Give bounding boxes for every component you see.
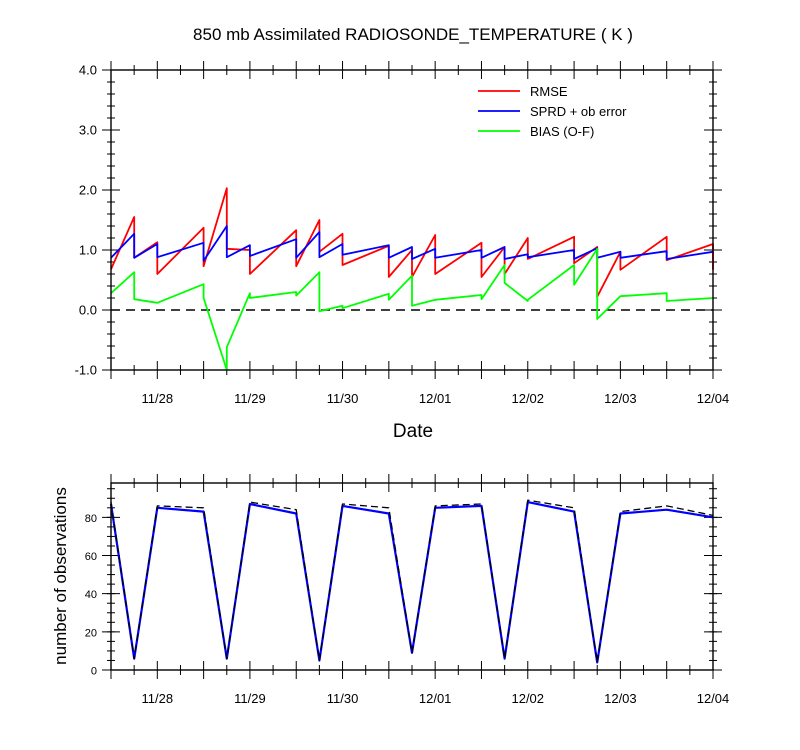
bottom-x-tick-labels: 11/28 11/29 11/30 12/01 12/02 12/03 12/04 bbox=[142, 691, 730, 706]
y-tick-label: 80 bbox=[85, 513, 97, 525]
top-plot-frame bbox=[110, 69, 714, 371]
series-line-assimilated bbox=[109, 501, 714, 664]
top-axis-ticks bbox=[102, 61, 722, 379]
x-tick-label: 12/02 bbox=[511, 391, 544, 406]
series-line-sprd-ob-error bbox=[110, 225, 714, 262]
bottom-y-tick-labels: 0 20 40 60 80 bbox=[85, 513, 97, 678]
legend: RMSE SPRD + ob error BIAS (O-F) bbox=[478, 84, 627, 139]
x-tick-label: 12/02 bbox=[511, 691, 544, 706]
x-tick-label: 12/01 bbox=[419, 391, 452, 406]
top-series-group bbox=[110, 187, 714, 371]
x-tick-label: 12/04 bbox=[697, 391, 730, 406]
bottom-series-group bbox=[109, 499, 714, 664]
y-tick-label: 20 bbox=[85, 627, 97, 639]
y-tick-label: 0 bbox=[91, 666, 97, 678]
y-tick-label: 0.0 bbox=[79, 303, 97, 318]
bottom-plot-frame bbox=[110, 482, 714, 671]
x-axis-title: Date bbox=[393, 421, 433, 442]
x-tick-label: 11/29 bbox=[234, 691, 266, 706]
x-tick-label: 11/30 bbox=[327, 691, 359, 706]
x-tick-label: 11/28 bbox=[142, 691, 174, 706]
bottom-chart: 0 20 40 60 80 11/28 11/29 11/30 12/01 12/02 12/03… bbox=[51, 474, 729, 706]
y-tick-label: 1.0 bbox=[79, 243, 97, 258]
y-tick-label: -1.0 bbox=[75, 363, 97, 378]
y-tick-label: 60 bbox=[85, 551, 97, 563]
legend-label-sprd: SPRD + ob error bbox=[530, 104, 627, 119]
x-tick-label: 11/28 bbox=[142, 391, 174, 406]
y-tick-label: 2.0 bbox=[79, 183, 97, 198]
y-tick-label: 4.0 bbox=[79, 63, 97, 78]
x-tick-label: 12/03 bbox=[604, 391, 637, 406]
top-x-tick-labels: 11/28 11/29 11/30 12/01 12/02 12/03 12/04 bbox=[142, 391, 730, 406]
x-tick-label: 11/30 bbox=[327, 391, 359, 406]
x-tick-label: 12/04 bbox=[697, 691, 730, 706]
chart-title: 850 mb Assimilated RADIOSONDE_TEMPERATUR… bbox=[193, 25, 633, 44]
top-y-tick-labels: -1.0 0.0 1.0 2.0 3.0 4.0 bbox=[75, 63, 97, 378]
top-chart: 850 mb Assimilated RADIOSONDE_TEMPERATUR… bbox=[75, 25, 730, 442]
x-tick-label: 12/01 bbox=[419, 691, 452, 706]
y-axis-title: number of observations bbox=[51, 487, 70, 665]
y-tick-label: 3.0 bbox=[79, 123, 97, 138]
y-tick-label: 40 bbox=[85, 589, 97, 601]
x-tick-label: 11/29 bbox=[234, 391, 266, 406]
legend-label-bias: BIAS (O-F) bbox=[530, 124, 594, 139]
series-line-bias-o-f bbox=[110, 247, 714, 371]
legend-label-rmse: RMSE bbox=[530, 84, 568, 99]
series-line-possible bbox=[110, 499, 714, 664]
x-tick-label: 12/03 bbox=[604, 691, 637, 706]
